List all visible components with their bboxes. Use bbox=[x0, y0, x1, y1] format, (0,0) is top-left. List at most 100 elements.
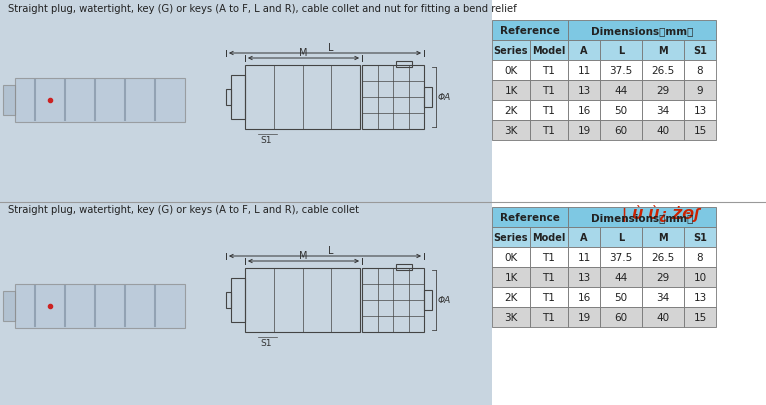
Text: T1: T1 bbox=[542, 252, 555, 262]
Bar bbox=[600, 267, 642, 287]
Bar bbox=[492, 41, 530, 61]
Text: 26.5: 26.5 bbox=[651, 66, 675, 76]
Text: L: L bbox=[618, 232, 624, 243]
Text: 15: 15 bbox=[693, 126, 706, 136]
Text: T1: T1 bbox=[542, 312, 555, 322]
Bar bbox=[684, 101, 716, 121]
Text: 3K: 3K bbox=[504, 126, 518, 136]
Bar bbox=[684, 228, 716, 247]
Text: 8: 8 bbox=[697, 252, 703, 262]
Bar bbox=[568, 81, 600, 101]
Bar bbox=[530, 121, 568, 141]
Text: 15: 15 bbox=[693, 312, 706, 322]
Bar bbox=[684, 81, 716, 101]
Text: T1: T1 bbox=[542, 66, 555, 76]
Text: T1: T1 bbox=[542, 126, 555, 136]
Text: S1: S1 bbox=[260, 136, 271, 145]
Bar bbox=[492, 247, 530, 267]
Text: 29: 29 bbox=[656, 86, 669, 96]
Text: Dimensions（mm）: Dimensions（mm） bbox=[591, 213, 693, 222]
Bar bbox=[396, 62, 411, 68]
Text: L: L bbox=[329, 43, 334, 53]
Text: 29: 29 bbox=[656, 272, 669, 282]
Bar bbox=[492, 101, 530, 121]
Bar bbox=[226, 292, 231, 308]
Bar bbox=[530, 101, 568, 121]
Bar bbox=[530, 267, 568, 287]
Bar bbox=[568, 101, 600, 121]
Bar bbox=[684, 307, 716, 327]
Text: 60: 60 bbox=[614, 312, 627, 322]
Text: S1: S1 bbox=[693, 232, 707, 243]
Bar bbox=[642, 81, 684, 101]
Bar bbox=[492, 81, 530, 101]
Text: M: M bbox=[300, 48, 308, 58]
Bar bbox=[492, 267, 530, 287]
Bar bbox=[530, 287, 568, 307]
Bar bbox=[492, 307, 530, 327]
Text: Reference: Reference bbox=[500, 213, 560, 222]
Bar bbox=[600, 228, 642, 247]
Text: S1: S1 bbox=[260, 338, 271, 347]
Bar bbox=[492, 228, 530, 247]
Text: Series: Series bbox=[494, 46, 529, 56]
Bar bbox=[568, 307, 600, 327]
Text: 11: 11 bbox=[578, 252, 591, 262]
Text: 13: 13 bbox=[693, 106, 706, 116]
Bar bbox=[568, 267, 600, 287]
Bar bbox=[245, 66, 360, 130]
Bar bbox=[530, 61, 568, 81]
Text: 26.5: 26.5 bbox=[651, 252, 675, 262]
Text: | Ù Ù¿ ŻΘʃ: | Ù Ù¿ ŻΘʃ bbox=[622, 205, 700, 221]
Bar bbox=[684, 267, 716, 287]
Bar bbox=[642, 61, 684, 81]
Bar bbox=[492, 61, 530, 81]
Text: Dimensions（mm）: Dimensions（mm） bbox=[591, 26, 693, 36]
Text: T1: T1 bbox=[542, 292, 555, 302]
Text: 13: 13 bbox=[578, 86, 591, 96]
Text: 50: 50 bbox=[614, 292, 627, 302]
Text: A: A bbox=[581, 46, 588, 56]
Text: 3K: 3K bbox=[504, 312, 518, 322]
Bar bbox=[424, 88, 432, 108]
Bar bbox=[568, 41, 600, 61]
Text: Series: Series bbox=[494, 232, 529, 243]
Bar bbox=[568, 21, 716, 41]
Text: 19: 19 bbox=[578, 126, 591, 136]
Text: 0K: 0K bbox=[504, 66, 518, 76]
Text: 34: 34 bbox=[656, 106, 669, 116]
Bar bbox=[492, 121, 530, 141]
Bar bbox=[642, 247, 684, 267]
Text: 9: 9 bbox=[697, 86, 703, 96]
Bar bbox=[600, 307, 642, 327]
Bar bbox=[684, 61, 716, 81]
Bar bbox=[492, 21, 568, 41]
Bar bbox=[396, 264, 411, 270]
Bar bbox=[231, 278, 245, 322]
Text: M: M bbox=[658, 46, 668, 56]
Text: L: L bbox=[329, 245, 334, 256]
Bar bbox=[568, 207, 716, 228]
Text: L: L bbox=[618, 46, 624, 56]
Bar bbox=[530, 41, 568, 61]
Text: 19: 19 bbox=[578, 312, 591, 322]
Text: 2K: 2K bbox=[504, 292, 518, 302]
Text: Model: Model bbox=[532, 46, 565, 56]
Text: M: M bbox=[300, 250, 308, 260]
Bar bbox=[530, 247, 568, 267]
Text: A: A bbox=[581, 232, 588, 243]
Text: 44: 44 bbox=[614, 86, 627, 96]
Text: T1: T1 bbox=[542, 106, 555, 116]
Bar bbox=[492, 207, 568, 228]
Text: 40: 40 bbox=[656, 312, 669, 322]
Bar bbox=[600, 61, 642, 81]
Bar bbox=[424, 290, 432, 310]
Text: 10: 10 bbox=[693, 272, 706, 282]
Text: 16: 16 bbox=[578, 106, 591, 116]
Bar bbox=[530, 228, 568, 247]
Text: T1: T1 bbox=[542, 86, 555, 96]
Bar bbox=[642, 121, 684, 141]
Bar bbox=[642, 228, 684, 247]
Bar bbox=[600, 81, 642, 101]
Text: 1K: 1K bbox=[504, 272, 518, 282]
